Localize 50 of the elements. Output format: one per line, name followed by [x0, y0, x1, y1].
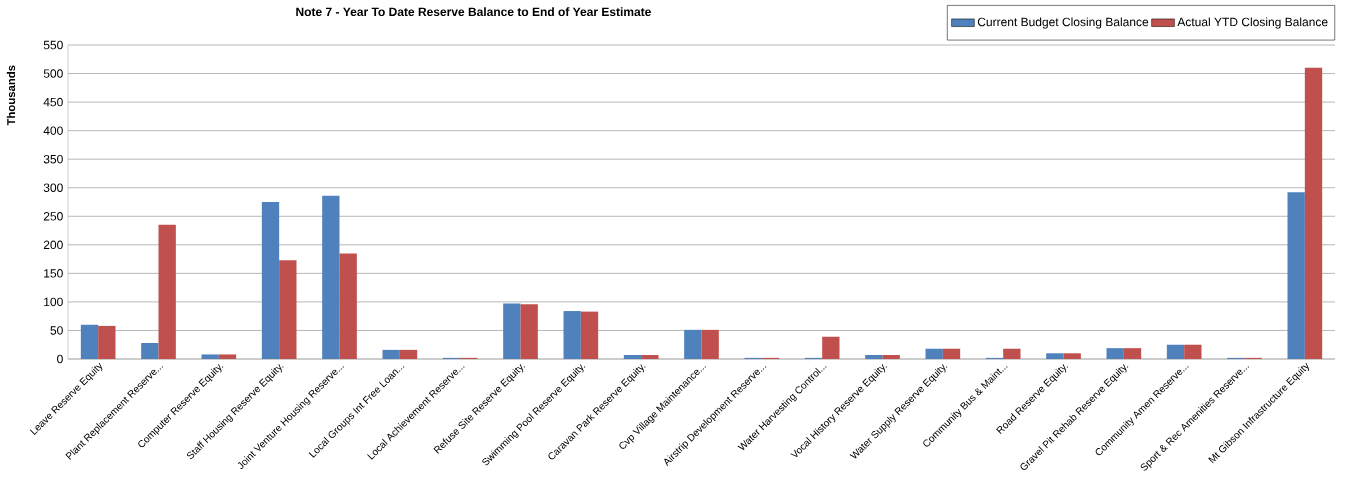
bar	[399, 349, 418, 359]
bar	[865, 355, 883, 359]
bar	[623, 355, 642, 359]
y-tick-label: 200	[43, 240, 63, 250]
bar	[158, 224, 176, 359]
bar	[701, 329, 719, 359]
bar	[80, 324, 99, 359]
y-tick-label: 350	[43, 154, 63, 164]
y-tick-label: 100	[44, 297, 63, 307]
y-tick-label: 250	[43, 212, 63, 221]
bar	[1106, 348, 1124, 359]
bar	[520, 304, 538, 359]
bar	[580, 311, 599, 359]
bar	[1304, 67, 1323, 359]
legend-label: Actual YTD Closing Balance	[1177, 17, 1328, 29]
y-tick-label: 450	[43, 97, 63, 107]
bar	[942, 348, 961, 359]
bar	[382, 349, 400, 359]
legend-label: Current Budget Closing Balance	[977, 17, 1149, 29]
chart-title: Note 7 - Year To Date Reserve Balance to End of Year Estimate	[296, 7, 651, 17]
bar	[503, 303, 521, 359]
bar	[882, 355, 900, 359]
bar	[1287, 192, 1305, 359]
bar	[641, 355, 659, 359]
bar	[1184, 344, 1202, 359]
bar	[322, 195, 340, 359]
bar	[1003, 348, 1021, 359]
y-axis-title: Thousands	[6, 65, 16, 126]
y-tick-label: 500	[43, 69, 63, 78]
bar	[98, 325, 116, 359]
bar	[261, 202, 280, 359]
bar	[1123, 348, 1142, 359]
bar	[201, 354, 219, 359]
y-tick-label: 0	[57, 354, 63, 364]
bar	[684, 329, 702, 359]
bar	[279, 260, 297, 359]
bar	[218, 354, 237, 359]
y-tick-label: 50	[50, 326, 63, 335]
bar	[339, 253, 357, 359]
y-tick-label: 300	[43, 183, 63, 192]
y-tick-label: 400	[43, 126, 63, 135]
bar	[822, 336, 840, 359]
bar	[1063, 353, 1081, 359]
y-tick-label: 550	[43, 40, 63, 50]
bar	[141, 343, 159, 359]
bar	[1046, 353, 1064, 359]
bar	[563, 311, 581, 359]
y-tick-label: 150	[44, 269, 63, 278]
bar	[1166, 344, 1185, 359]
bar	[925, 348, 943, 359]
